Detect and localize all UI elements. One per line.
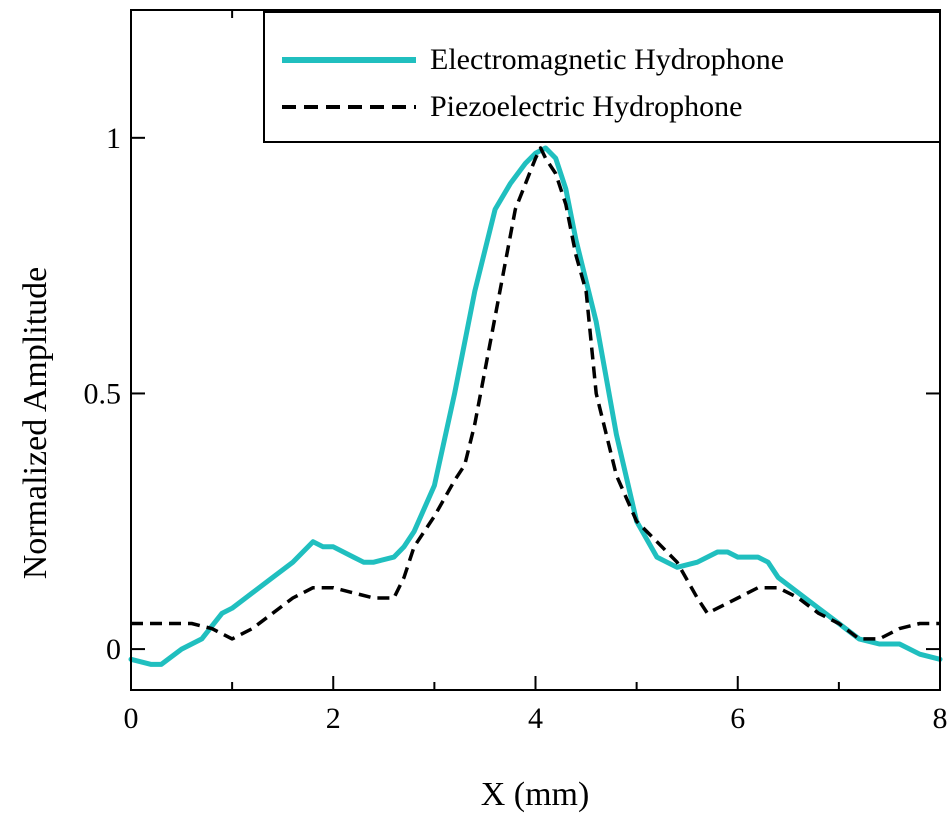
- series-line-piezoelectric: [131, 146, 940, 641]
- x-axis-label: X (mm): [481, 776, 590, 813]
- legend-label-electromagnetic: Electromagnetic Hydrophone: [430, 43, 784, 76]
- legend: Electromagnetic Hydrophone Piezoelectric…: [263, 11, 941, 143]
- series-layer: [128, 145, 943, 667]
- series-line-electromagnetic: [128, 145, 943, 667]
- x-tick-label: 2: [326, 702, 341, 735]
- y-tick-label: 0: [106, 633, 121, 666]
- legend-box: [263, 11, 941, 143]
- legend-label-piezoelectric: Piezoelectric Hydrophone: [430, 90, 742, 123]
- y-axis-label: Normalized Amplitude: [17, 267, 54, 580]
- x-tick-label: 0: [124, 702, 139, 735]
- x-tick-label: 8: [933, 702, 948, 735]
- y-tick-label: 1: [106, 122, 121, 155]
- y-tick-label: 0.5: [84, 377, 122, 410]
- x-tick-label: 4: [528, 702, 543, 735]
- x-tick-label: 6: [730, 702, 745, 735]
